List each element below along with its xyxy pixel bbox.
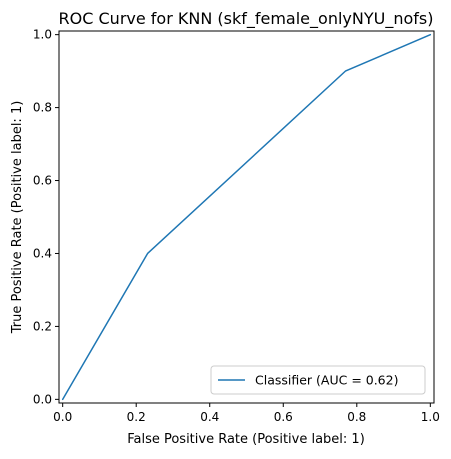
y-tick-label: 0.6 xyxy=(33,174,52,188)
series-line-classifier xyxy=(61,33,432,401)
x-tick-label: 1.0 xyxy=(421,410,440,424)
x-tick-label: 0.8 xyxy=(347,410,366,424)
chart-title: ROC Curve for KNN (skf_female_onlyNYU_no… xyxy=(59,9,434,29)
x-tick-label: 0.0 xyxy=(53,410,72,424)
legend-label: Classifier (AUC = 0.62) xyxy=(255,373,398,388)
legend-box xyxy=(210,365,426,395)
y-tick-label: 0.8 xyxy=(33,101,52,115)
x-tick-label: 0.4 xyxy=(200,410,219,424)
x-tick-label: 0.2 xyxy=(127,410,146,424)
y-tick-label: 0.0 xyxy=(33,392,52,406)
plot-area: 0.0 0.2 0.4 0.6 0.8 1.0 0.0 0.2 0.4 0.6 0.8 1.0 Clas… xyxy=(33,28,440,424)
y-axis-label: True Positive Rate (Positive label: 1) xyxy=(10,101,25,335)
x-tick-label: 0.6 xyxy=(274,410,293,424)
legend: Classifier (AUC = 0.62) xyxy=(210,365,426,395)
y-tick-label: 1.0 xyxy=(33,28,52,42)
axes-frame xyxy=(58,30,435,404)
y-tick-label: 0.2 xyxy=(33,319,52,333)
x-axis-label: False Positive Rate (Positive label: 1) xyxy=(127,432,365,447)
y-tick-label: 0.4 xyxy=(33,246,52,260)
